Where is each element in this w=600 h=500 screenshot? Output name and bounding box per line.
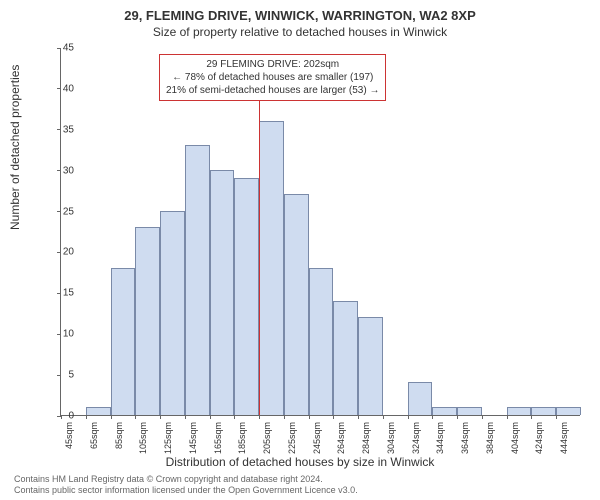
xtick-label: 384sqm [485, 422, 495, 454]
xtick-label: 264sqm [336, 422, 346, 454]
y-axis-label: Number of detached properties [8, 65, 22, 230]
xtick-mark [111, 415, 112, 419]
annotation-line: ← 78% of detached houses are smaller (19… [166, 71, 379, 84]
bar [507, 407, 532, 415]
ytick-label: 45 [63, 43, 74, 54]
xtick-mark [556, 415, 557, 419]
xtick-label: 125sqm [163, 422, 173, 454]
xtick-mark [358, 415, 359, 419]
xtick-label: 45sqm [64, 422, 74, 449]
xtick-label: 304sqm [386, 422, 396, 454]
ytick-label: 35 [63, 124, 74, 135]
xtick-mark [135, 415, 136, 419]
xtick-label: 225sqm [287, 422, 297, 454]
bar [531, 407, 556, 415]
ytick-mark [57, 211, 61, 212]
xtick-mark [61, 415, 62, 419]
xtick-mark [457, 415, 458, 419]
bar [333, 301, 358, 415]
xtick-label: 205sqm [262, 422, 272, 454]
bar [210, 170, 235, 415]
ytick-label: 0 [68, 411, 74, 422]
xtick-label: 404sqm [510, 422, 520, 454]
ytick-label: 15 [63, 288, 74, 299]
xtick-mark [333, 415, 334, 419]
xtick-mark [383, 415, 384, 419]
plot-region: 45sqm65sqm85sqm105sqm125sqm145sqm165sqm1… [60, 48, 580, 416]
xtick-label: 105sqm [138, 422, 148, 454]
ytick-mark [57, 48, 61, 49]
xtick-label: 344sqm [435, 422, 445, 454]
bar [259, 121, 284, 415]
ytick-mark [57, 375, 61, 376]
bar [185, 145, 210, 415]
bar [135, 227, 160, 415]
footer-line-1: Contains HM Land Registry data © Crown c… [14, 474, 358, 485]
ytick-label: 10 [63, 329, 74, 340]
ytick-mark [57, 129, 61, 130]
annotation-line: 21% of semi-detached houses are larger (… [166, 84, 379, 97]
xtick-mark [185, 415, 186, 419]
x-axis-label: Distribution of detached houses by size … [0, 455, 600, 469]
bar [432, 407, 457, 415]
chart-title-sub: Size of property relative to detached ho… [0, 23, 600, 43]
footer-line-2: Contains public sector information licen… [14, 485, 358, 496]
xtick-mark [284, 415, 285, 419]
xtick-label: 185sqm [237, 422, 247, 454]
bar [556, 407, 581, 415]
ytick-label: 20 [63, 247, 74, 258]
bar [358, 317, 383, 415]
xtick-mark [86, 415, 87, 419]
ytick-label: 5 [68, 370, 74, 381]
xtick-mark [160, 415, 161, 419]
ytick-label: 25 [63, 206, 74, 217]
xtick-label: 424sqm [534, 422, 544, 454]
xtick-mark [309, 415, 310, 419]
ytick-mark [57, 88, 61, 89]
ytick-label: 40 [63, 83, 74, 94]
xtick-mark [408, 415, 409, 419]
xtick-label: 85sqm [114, 422, 124, 449]
bar [408, 382, 433, 415]
xtick-mark [507, 415, 508, 419]
footer-attribution: Contains HM Land Registry data © Crown c… [14, 474, 358, 496]
xtick-mark [432, 415, 433, 419]
xtick-label: 444sqm [559, 422, 569, 454]
bar [309, 268, 334, 415]
xtick-mark [210, 415, 211, 419]
bar [234, 178, 259, 415]
reference-line [259, 76, 260, 415]
bar [284, 194, 309, 415]
xtick-label: 245sqm [312, 422, 322, 454]
xtick-label: 324sqm [411, 422, 421, 454]
xtick-mark [234, 415, 235, 419]
chart-title-main: 29, FLEMING DRIVE, WINWICK, WARRINGTON, … [0, 0, 600, 23]
bar [86, 407, 111, 415]
annotation-line: 29 FLEMING DRIVE: 202sqm [166, 58, 379, 71]
ytick-mark [57, 252, 61, 253]
ytick-label: 30 [63, 165, 74, 176]
bar [457, 407, 482, 415]
xtick-label: 364sqm [460, 422, 470, 454]
ytick-mark [57, 293, 61, 294]
xtick-mark [259, 415, 260, 419]
xtick-mark [531, 415, 532, 419]
xtick-label: 65sqm [89, 422, 99, 449]
xtick-label: 145sqm [188, 422, 198, 454]
annotation-box: 29 FLEMING DRIVE: 202sqm← 78% of detache… [159, 54, 386, 101]
ytick-mark [57, 170, 61, 171]
bar [160, 211, 185, 415]
chart-area: 45sqm65sqm85sqm105sqm125sqm145sqm165sqm1… [60, 48, 580, 416]
ytick-mark [57, 334, 61, 335]
xtick-mark [482, 415, 483, 419]
bar [111, 268, 136, 415]
xtick-label: 165sqm [213, 422, 223, 454]
xtick-label: 284sqm [361, 422, 371, 454]
